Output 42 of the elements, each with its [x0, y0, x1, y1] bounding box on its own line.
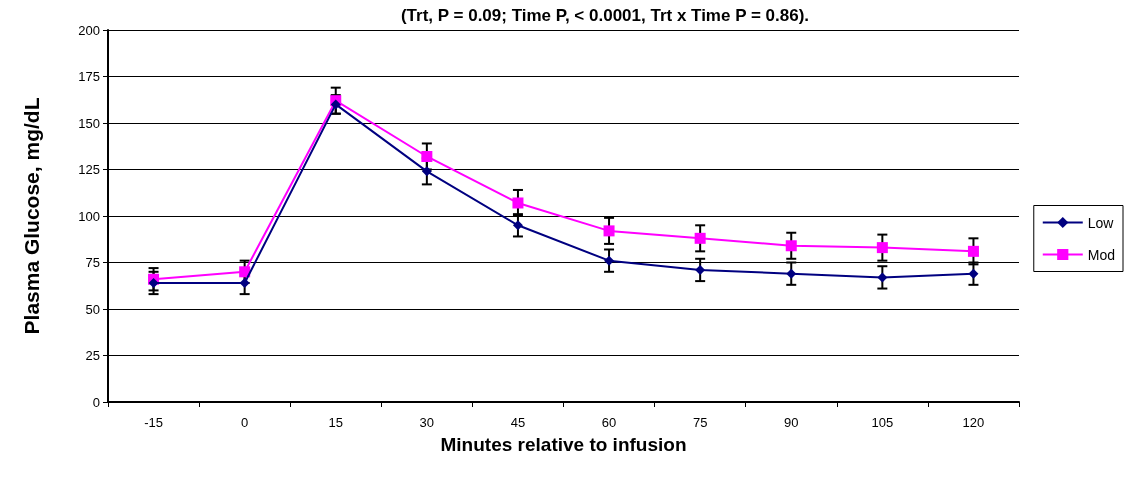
x-tick-label: 30	[419, 415, 435, 430]
x-tick-label: 45	[510, 415, 526, 430]
point	[785, 240, 797, 252]
y-tick-label: 25	[85, 348, 100, 363]
x-tick-label: 90	[784, 415, 799, 430]
point	[512, 220, 523, 231]
point	[421, 166, 432, 177]
y-tick-label: 0	[92, 394, 100, 410]
chart-title: (Trt, P = 0.09; Time P, < 0.0001, Trt x Time P = 0.86).	[400, 6, 810, 25]
x-axis-title: Minutes relative to infusion	[440, 434, 687, 455]
point	[239, 277, 250, 288]
x-tick-label: 15	[328, 415, 343, 430]
point	[876, 242, 888, 254]
legend-label: Mod	[1087, 246, 1115, 263]
x-tick-label: -15	[144, 415, 163, 430]
point	[148, 277, 159, 288]
point	[786, 268, 797, 279]
point	[330, 99, 341, 110]
y-tick-label: 150	[78, 115, 100, 131]
y-tick-label: 200	[78, 22, 100, 38]
point	[967, 245, 979, 257]
y-tick-label: 175	[78, 69, 100, 84]
legend-label: Low	[1087, 214, 1115, 231]
y-tick-label: 100	[78, 208, 100, 224]
x-tick-label: 0	[241, 415, 249, 430]
x-tick-label: 105	[871, 415, 894, 430]
point	[604, 255, 615, 266]
y-axis-title: Plasma Glucose, mg/dL	[20, 97, 43, 335]
point	[512, 197, 524, 209]
point	[603, 225, 615, 237]
x-tick-label: 120	[962, 415, 985, 430]
y-tick-label: 125	[78, 162, 100, 177]
point	[694, 232, 706, 244]
point	[695, 264, 706, 275]
point	[421, 150, 433, 162]
point	[239, 266, 251, 278]
y-tick-label: 50	[85, 301, 100, 317]
x-tick-label: 60	[601, 415, 617, 430]
x-tick-label: 75	[692, 415, 708, 430]
y-tick-label: 75	[85, 255, 100, 270]
point	[968, 268, 979, 279]
point	[877, 272, 888, 283]
